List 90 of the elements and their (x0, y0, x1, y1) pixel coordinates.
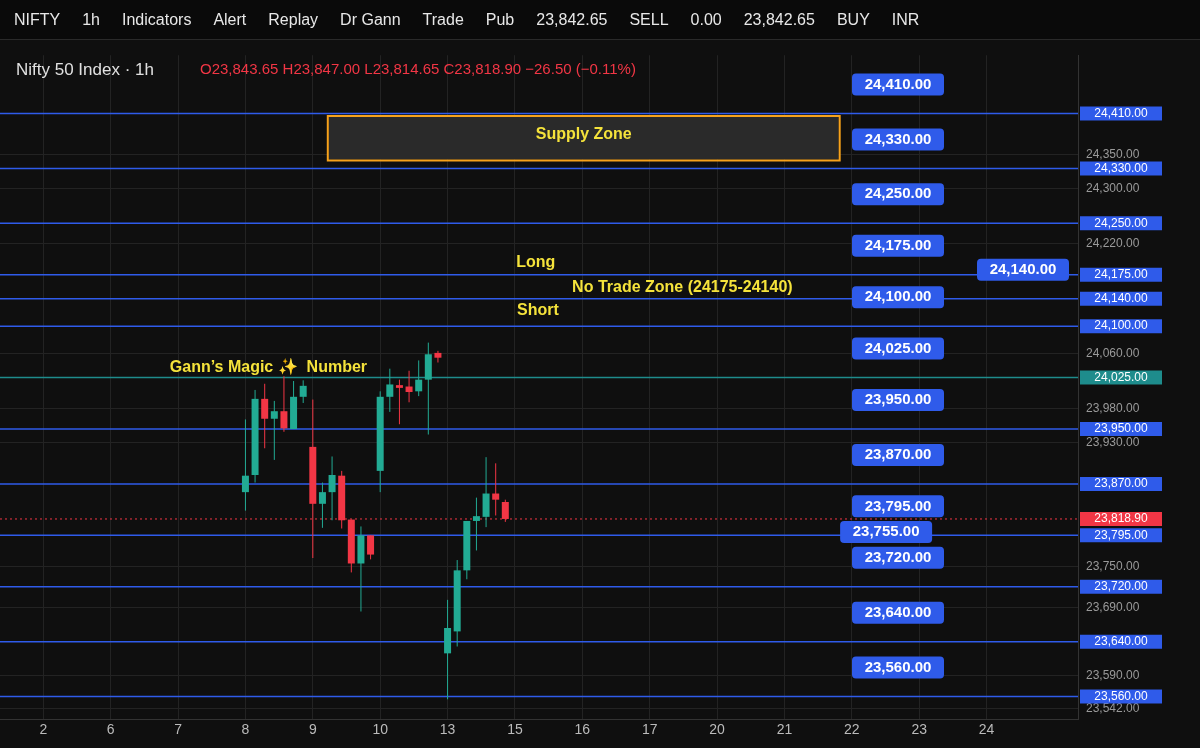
annotation: 23,755.00 (852, 522, 920, 540)
text: SELL (629, 10, 669, 29)
candlestick (386, 368, 394, 413)
text: NIFTY (14, 10, 61, 29)
y-tick-label: 24,300.00 (1086, 181, 1140, 196)
ref-line-label: 23,818.90 (1094, 511, 1149, 526)
text: 24,250.00 (864, 184, 932, 202)
text: 23,640.00 (864, 602, 932, 620)
annotation: Long (516, 252, 556, 270)
ref-line-label: 24,140.00 (1094, 291, 1149, 306)
x-tick-label: 10 (372, 721, 389, 738)
text: INR (891, 10, 920, 29)
ref-line-label: 24,025.00 (1094, 369, 1149, 384)
candlestick (367, 534, 375, 560)
band-label: Supply Zone (535, 124, 632, 142)
candlestick (328, 455, 336, 521)
text: 24,025.00 (864, 338, 932, 356)
x-tick-label: 17 (641, 721, 658, 738)
ref-line-label: 24,100.00 (1094, 318, 1149, 333)
text: 23,950.00 (864, 390, 932, 408)
candlestick (472, 497, 480, 551)
text: 23,870.00 (864, 445, 932, 463)
y-tick-label: 24,220.00 (1086, 236, 1140, 251)
text: 24,100.00 (864, 287, 932, 305)
x-tick-label: 20 (709, 721, 726, 738)
candlestick (492, 462, 500, 516)
annotation: Short (517, 300, 560, 318)
text: Indicators (122, 10, 192, 29)
ref-line-label: 23,795.00 (1094, 527, 1149, 542)
y-tick-label: 23,930.00 (1086, 435, 1140, 450)
text: 24,410.00 (864, 74, 932, 92)
text: Pub (485, 10, 515, 29)
x-tick-label: 22 (844, 721, 860, 738)
x-tick-label: 2 (39, 721, 48, 738)
text: 23,560.00 (864, 657, 932, 675)
annotation: Gann’s Magic ✨ Number (169, 357, 368, 375)
text: BUY (836, 10, 870, 29)
text: Dr Gann (340, 10, 401, 29)
candlestick (415, 359, 423, 397)
x-tick-label: 16 (574, 721, 591, 738)
candlestick (318, 482, 326, 529)
ref-line-label: 23,720.00 (1094, 579, 1149, 594)
candlestick (270, 400, 278, 461)
y-tick-label: 23,590.00 (1086, 668, 1140, 683)
text: 24,175.00 (864, 235, 932, 253)
text: Replay (268, 10, 319, 29)
text: 23,842.65 (536, 10, 608, 29)
x-tick-label: 9 (308, 721, 317, 738)
y-tick-label: 24,060.00 (1086, 345, 1140, 360)
x-tick-label: 15 (507, 721, 523, 738)
y-tick-label: 23,542.00 (1086, 701, 1140, 716)
text: Trade (422, 10, 464, 29)
text: 23,720.00 (864, 547, 932, 565)
text: 24,140.00 (989, 259, 1057, 277)
text: 1h (82, 10, 101, 29)
y-tick-label: 24,350.00 (1086, 146, 1140, 161)
ref-line-label: 24,330.00 (1094, 160, 1149, 175)
chart-title: Nifty 50 Index · 1h (16, 59, 154, 79)
x-tick-label: 6 (106, 721, 115, 738)
y-tick-label: 23,690.00 (1086, 599, 1140, 614)
ref-line-label: 24,250.00 (1094, 215, 1149, 230)
candlestick (395, 379, 403, 425)
annotation: No Trade Zone (24175-24140) (572, 278, 793, 296)
candlestick (482, 456, 490, 528)
candlestick (280, 375, 288, 433)
text: 23,842.65 (743, 10, 815, 29)
x-tick-label: 8 (241, 721, 250, 738)
chart-subtitle: O23,843.65 H23,847.00 L23,814.65 C23,818.90 −26.50 (−0.11%) (200, 60, 636, 78)
candlestick (261, 383, 269, 449)
y-tick-label: 23,750.00 (1086, 558, 1140, 573)
x-tick-label: 7 (174, 721, 183, 738)
text: 0.00 (690, 10, 722, 29)
text: Alert (213, 10, 247, 29)
candlestick (434, 350, 442, 364)
ref-line-label: 23,950.00 (1094, 421, 1149, 436)
x-tick-label: 24 (978, 721, 995, 738)
x-tick-label: 21 (776, 721, 793, 738)
candlestick (299, 379, 307, 404)
ref-line-label: 24,410.00 (1094, 105, 1149, 120)
candlestick (405, 370, 413, 403)
candlestick (241, 418, 249, 512)
text: 24,330.00 (864, 129, 932, 147)
x-tick-label: 23 (911, 721, 928, 738)
x-tick-label: 13 (439, 721, 456, 738)
ref-line-label: 24,175.00 (1094, 267, 1149, 282)
y-tick-label: 23,980.00 (1086, 400, 1140, 415)
text: 23,795.00 (864, 496, 932, 514)
ref-line-label: 23,560.00 (1094, 688, 1149, 703)
ref-line-label: 23,870.00 (1094, 476, 1149, 491)
ref-line-label: 23,640.00 (1094, 634, 1149, 648)
